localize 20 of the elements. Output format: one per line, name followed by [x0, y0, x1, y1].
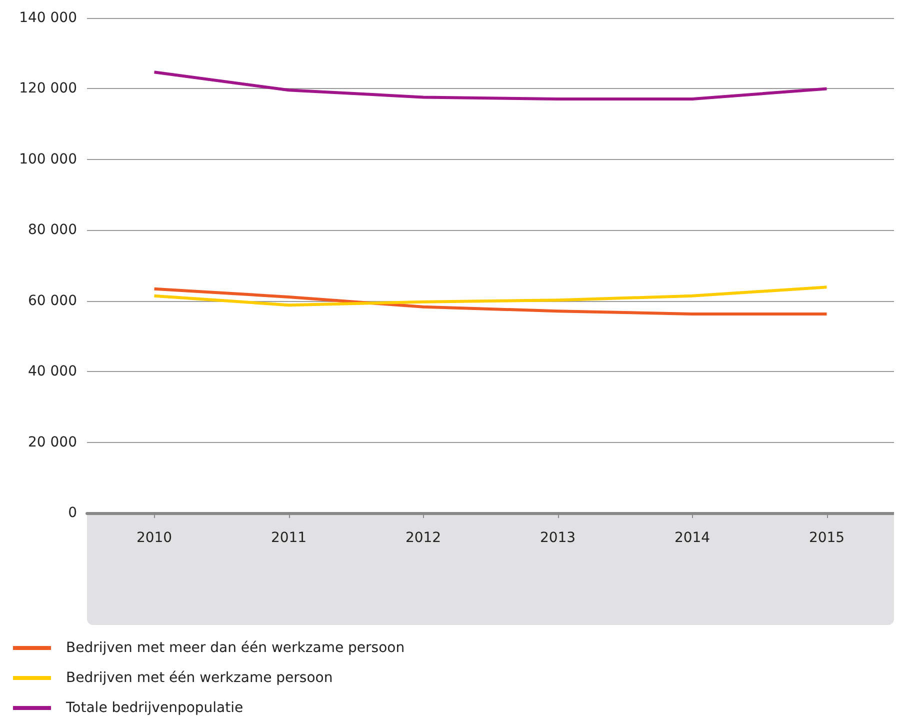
- x-tick-label: 2013: [540, 530, 576, 546]
- y-tick-label: 100 000: [19, 151, 77, 168]
- legend-label: Bedrijven met één werkzame persoon: [66, 670, 333, 686]
- x-tick-label: 2012: [405, 530, 442, 546]
- x-tick-label: 2014: [674, 530, 710, 546]
- line-series: [152, 286, 828, 307]
- y-tick-label: 40 000: [28, 364, 77, 380]
- y-tick-label: 20 000: [28, 434, 77, 450]
- legend-label: Totale bedrijvenpopulatie: [65, 700, 244, 716]
- y-tick-label: 120 000: [19, 80, 77, 97]
- x-tick-label: 2010: [136, 530, 172, 546]
- legend-label: Bedrijven met meer dan één werkzame persoon: [66, 640, 405, 656]
- x-tick-label: 2011: [270, 530, 307, 546]
- y-tick-label: 140 000: [19, 10, 77, 26]
- x-tick-label: 2015: [808, 530, 845, 546]
- y-tick-label: 80 000: [28, 222, 77, 238]
- line-series: [152, 70, 828, 100]
- y-tick-label: 60 000: [28, 292, 77, 309]
- y-tick-label: 0: [68, 505, 77, 521]
- line-series: [152, 287, 828, 316]
